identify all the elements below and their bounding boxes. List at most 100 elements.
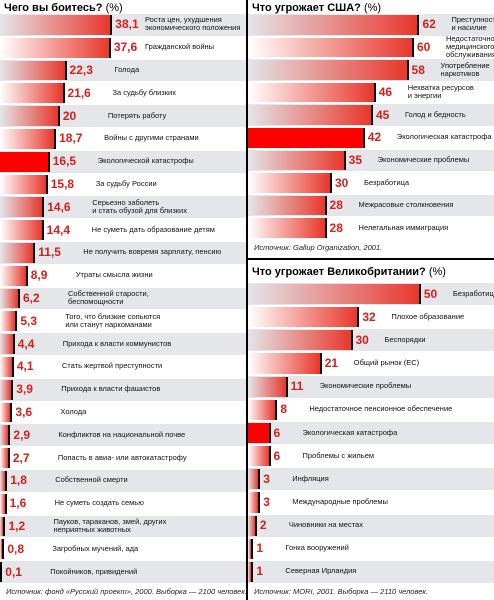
row-stripe (0, 333, 246, 355)
bar-end (5, 471, 8, 491)
value-label: 22,3 (69, 63, 93, 77)
value-label: 20 (62, 108, 77, 123)
row-stripe (248, 468, 494, 491)
value-label: 21 (324, 356, 339, 371)
title-unit: (%) (428, 266, 446, 278)
chart-title: Что угрожает США? (%) (252, 2, 381, 14)
row-stripe (0, 424, 246, 447)
value-label: 45 (376, 107, 390, 122)
bar-end (251, 538, 254, 559)
bar-end (57, 106, 60, 126)
bar-end (412, 37, 414, 58)
bar (248, 37, 412, 58)
category-label: Экономические проблемы (319, 381, 412, 391)
category-label: Конфликтов на национальной почве (58, 429, 186, 439)
bar (0, 243, 34, 263)
bar-end (11, 357, 14, 377)
value-label: 1,8 (10, 473, 27, 488)
bar (248, 399, 276, 420)
divider (246, 0, 248, 600)
value-label: 8 (280, 402, 288, 417)
category-label: Не суметь создать семью (54, 498, 144, 508)
value-label: 35 (348, 152, 363, 167)
bar (0, 425, 9, 446)
bar (248, 82, 374, 103)
bar-end (7, 448, 10, 468)
bar-end (373, 82, 376, 103)
bar (248, 515, 255, 536)
value-label: 50 (423, 286, 438, 301)
bar (0, 129, 55, 149)
category-label: За судьбу близких (112, 87, 176, 97)
bar-end (3, 516, 6, 537)
category-label: Преступность и насилие (451, 15, 494, 33)
value-label: 2,7 (12, 450, 30, 465)
bar-end (258, 492, 261, 513)
bar-end (110, 15, 113, 35)
category-label: Серьезно заболеть и стать обузой для бли… (92, 197, 187, 215)
bar (0, 60, 65, 81)
value-label: 5,3 (20, 313, 38, 328)
title-text: Что угрожает Великобритании? (252, 266, 426, 278)
value-label: 4,4 (17, 336, 35, 351)
row-stripe (0, 470, 246, 492)
bar (248, 60, 407, 80)
category-label: Покойников, привидений (50, 566, 138, 576)
bar (248, 561, 252, 582)
value-label: 18,7 (59, 131, 83, 146)
bar-end (406, 60, 409, 80)
category-label: Собственной смерти (55, 475, 128, 485)
title-text: Что угрожает США? (252, 2, 361, 14)
bar (0, 357, 12, 377)
category-label: Нехватка ресурсов и энергии (407, 83, 474, 101)
category-label: Безработица (364, 177, 410, 187)
bar (248, 284, 419, 305)
category-label: Роста цен, ухудшения экономического поло… (145, 15, 241, 33)
category-label: Голода (114, 65, 140, 74)
bar-end (324, 195, 327, 216)
value-label: 37,6 (113, 40, 138, 55)
value-label: 3,6 (15, 405, 33, 419)
bar (248, 15, 418, 35)
bar (248, 353, 320, 374)
value-label: 14,6 (47, 199, 71, 214)
value-label: 30 (335, 175, 349, 190)
source: Источник: Gallup Organization, 2001. (254, 243, 383, 252)
category-label: Потерять работу (107, 110, 167, 120)
row-stripe (0, 150, 246, 173)
bar (248, 128, 363, 148)
value-label: 1 (256, 564, 264, 579)
chart-title: Что угрожает Великобритании? (%) (252, 266, 446, 278)
title-unit: (%) (105, 2, 123, 14)
value-label: 28 (329, 198, 343, 213)
bar-end (25, 265, 28, 286)
value-label: 60 (417, 39, 431, 54)
bar-end (62, 83, 65, 104)
bar-end (254, 515, 257, 536)
value-label: 0,8 (7, 541, 24, 556)
value-label: 3,9 (16, 382, 33, 397)
category-label: Гонка вооружений (285, 543, 349, 553)
category-label: Не получить вовремя зарплату, пенсию (83, 247, 222, 257)
bar-end (2, 539, 5, 560)
divider (248, 258, 494, 260)
row-stripe (248, 560, 494, 583)
category-label: Прихода к власти коммунистов (62, 338, 172, 348)
category-label: Чиновники на местах (288, 520, 363, 530)
category-label: Пауков, тараканов, змей, других неприятн… (53, 517, 167, 534)
category-label: Экологическая катастрофа (396, 132, 492, 142)
category-label: Попасть в авиа- или автокатастрофу (57, 452, 187, 462)
bar-end (350, 330, 353, 351)
bar (248, 307, 358, 328)
value-label: 62 (422, 17, 436, 32)
category-label: Инфляция (292, 473, 329, 483)
category-label: Войны с другими странами (104, 133, 199, 143)
bar (0, 151, 48, 172)
category-label: Северная Ирландия (285, 566, 357, 576)
category-label: Недостаточное пенсионное обеспечение (309, 404, 453, 414)
row-stripe (0, 515, 246, 538)
bar (248, 446, 269, 467)
value-label: 0,1 (5, 564, 22, 579)
bar (0, 493, 5, 514)
category-label: Собственной старости, беспомощности (67, 289, 149, 306)
